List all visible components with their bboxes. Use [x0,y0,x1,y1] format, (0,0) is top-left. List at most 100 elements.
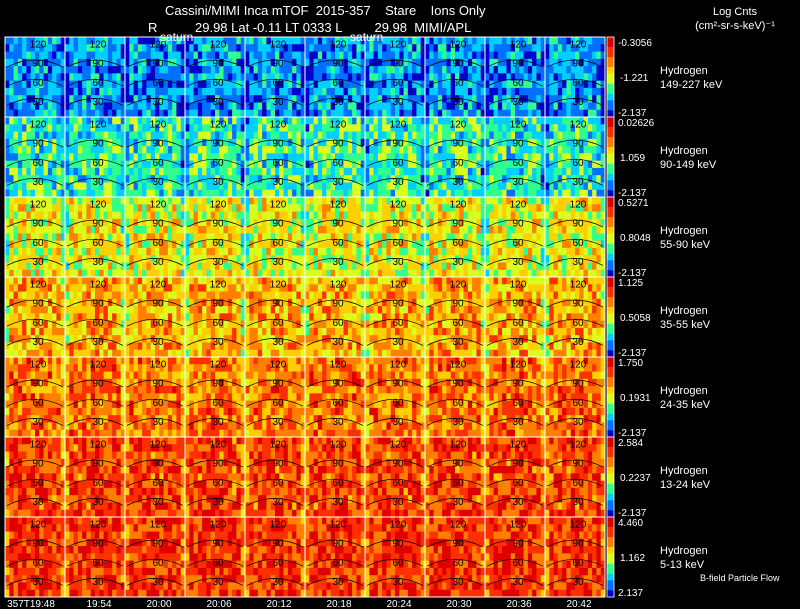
heatmap-cell [240,109,246,118]
heatmap-cell [223,87,229,96]
heatmap-cell [300,51,306,60]
heatmap-cell [523,80,529,89]
heatmap-cell [352,102,357,111]
heatmap-cell [155,87,160,96]
heatmap-cell [506,262,512,271]
heatmap-cell [116,73,122,81]
heatmap-cell [429,102,434,111]
heatmap-cell [266,51,272,60]
heatmap-cell [22,109,27,118]
heatmap-cell [369,211,374,220]
heatmap-cell [133,204,139,212]
heatmap-cell [129,138,134,147]
heatmap-cell [399,51,404,60]
heatmap-cell [369,197,374,205]
heatmap-cell [60,240,66,249]
heatmap-cell [390,131,396,140]
heatmap-cell [377,167,383,176]
heatmap-cell [510,175,516,183]
heatmap-cell [497,51,503,60]
heatmap-cell [467,117,473,125]
heatmap-cell [467,80,473,89]
heatmap-cell [467,233,473,241]
heatmap-cell [120,182,126,191]
heatmap-cell [322,66,327,74]
polar-grid-arc [6,219,64,228]
heatmap-cell [279,58,284,67]
heatmap-cell [172,167,177,176]
heatmap-cell [77,102,83,111]
heatmap-cell [587,189,593,198]
heatmap-cell [502,255,507,263]
heatmap-cell [129,146,134,154]
heatmap-cell [476,124,482,132]
polar-tick-label: 30 [212,177,224,188]
heatmap-cell [232,189,237,198]
heatmap-cell [425,247,430,256]
heatmap-cell [13,197,19,205]
heatmap-cell [232,175,237,183]
heatmap-cell [570,37,576,45]
heatmap-cell [163,255,169,263]
heatmap-cell [180,218,186,227]
heatmap-cell [532,233,537,241]
heatmap-cell [236,197,242,205]
heatmap-cell [330,131,336,140]
heatmap-cell [202,102,207,111]
heatmap-cell [107,153,113,161]
heatmap-cell [159,160,164,169]
heatmap-cell [202,51,207,60]
heatmap-cell [13,189,19,198]
heatmap-cell [90,218,96,227]
heatmap-cell [493,87,499,96]
heatmap-cell [107,160,113,169]
heatmap-cell [587,131,593,140]
heatmap-cell [493,175,499,183]
heatmap-cell [407,37,413,45]
heatmap-cell [116,175,122,183]
heatmap-cell [317,44,323,52]
heatmap-cell [180,189,186,198]
heatmap-cell [403,102,409,111]
polar-tick-label: 30 [212,257,224,268]
heatmap-cell [43,255,49,263]
header-line-r: R [148,20,158,35]
heatmap-cell [120,80,126,89]
heatmap-cell [210,262,216,271]
heatmap-cell [56,102,62,111]
heatmap-cell [296,262,302,271]
heatmap-cell [167,138,173,147]
heatmap-cell [476,167,482,176]
heatmap-cell [352,204,357,212]
heatmap-cell [249,87,254,96]
heatmap-cell [283,102,289,111]
heatmap-cell [129,117,134,125]
heatmap-cell [146,218,152,227]
heatmap-cell [137,80,143,89]
heatmap-cell [245,109,250,118]
heatmap-cell [17,37,23,45]
heatmap-cell [476,153,482,161]
polar-tick-label: 60 [272,238,284,249]
heatmap-cell [360,73,366,81]
heatmap-cell [133,153,139,161]
heatmap-cell [296,66,302,74]
heatmap-cell [257,146,263,154]
heatmap-cell [360,182,366,191]
heatmap-cell [587,95,593,103]
heatmap-cell [489,255,494,263]
polar-tick-label: 30 [572,257,584,268]
colorbar-segment [607,133,614,138]
heatmap-cell [65,124,70,132]
heatmap-cell [553,153,559,161]
heatmap-cell [223,255,229,263]
heatmap-cell [317,102,323,111]
heatmap-cell [47,58,53,67]
heatmap-cell [523,37,529,45]
heatmap-cell [120,131,126,140]
heatmap-cell [377,226,383,234]
heatmap-cell [253,95,259,103]
heatmap-cell [133,175,139,183]
heatmap-cell [283,226,289,234]
heatmap-cell [557,262,563,271]
